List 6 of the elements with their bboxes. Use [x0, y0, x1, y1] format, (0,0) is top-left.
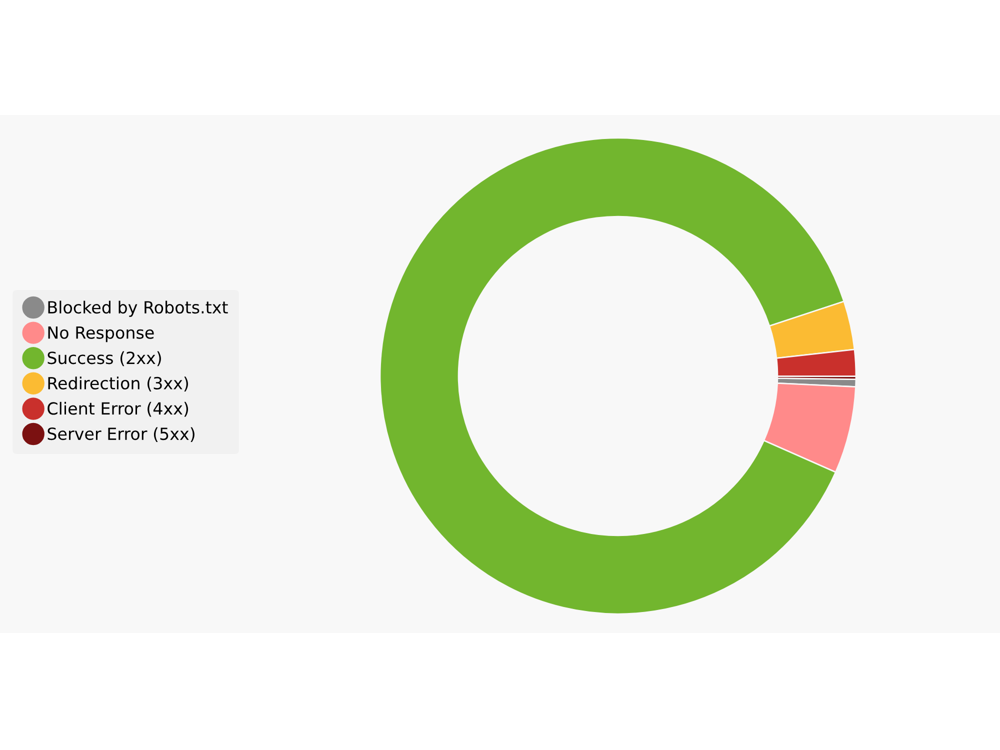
legend-label: Blocked by Robots.txt [48, 300, 228, 317]
legend-label: No Response [48, 326, 154, 342]
legend-label: Client Error (4xx) [48, 402, 188, 417]
legend-label: Success (2xx) [48, 351, 161, 366]
legend-label: Redirection (3xx) [48, 376, 188, 392]
legend-label: Server Error (5xx) [48, 427, 194, 442]
